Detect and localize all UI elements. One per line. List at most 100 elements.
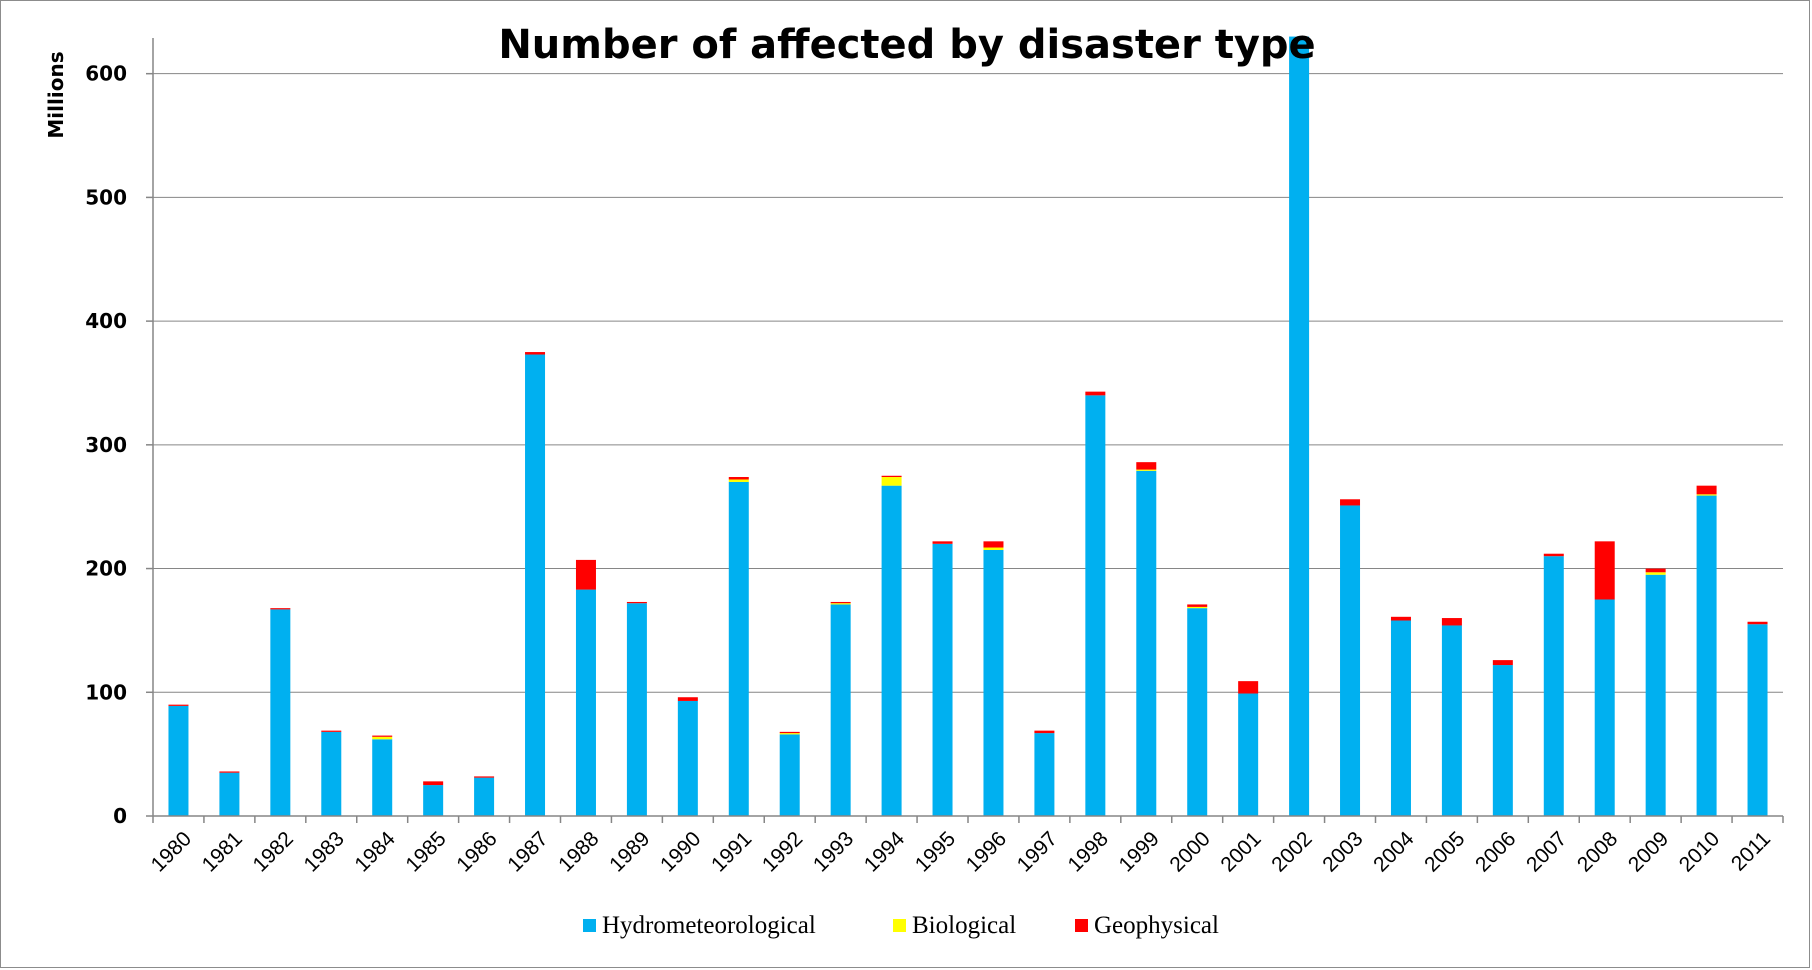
- y-tick-label: 300: [85, 433, 127, 457]
- bar-segment-hydrometeorological-1985: [423, 785, 444, 816]
- x-tick-label: 1994: [860, 827, 910, 877]
- bar-segment-geophysical-2009: [1645, 568, 1666, 573]
- y-tick-label: 500: [85, 185, 127, 209]
- bar-segment-geophysical-2000: [1187, 604, 1208, 607]
- bar-segment-hydrometeorological-1992: [779, 734, 800, 816]
- x-tick-label: 1996: [962, 827, 1011, 876]
- y-tick-label: 600: [85, 62, 127, 86]
- x-tick-label: 2006: [1471, 827, 1520, 876]
- bar-segment-biological-1991: [728, 479, 749, 482]
- bar-segment-hydrometeorological-1993: [830, 604, 851, 816]
- legend-label-geophysical: Geophysical: [1094, 912, 1219, 939]
- x-tick-label: 1991: [707, 827, 756, 876]
- bar-segment-hydrometeorological-1987: [525, 354, 546, 816]
- bar-segment-hydrometeorological-2004: [1390, 620, 1411, 816]
- x-tick-label: 1988: [554, 827, 603, 876]
- bar-segment-geophysical-1992: [779, 731, 800, 734]
- x-tick-label: 2005: [1420, 827, 1469, 876]
- x-tick-labels: 1980 1981 1982 1983 1984 1985 1986 1987 1988 1989…: [147, 816, 1784, 877]
- bar-segment-hydrometeorological-1999: [1136, 470, 1157, 816]
- bar-segment-hydrometeorological-1981: [219, 772, 240, 816]
- bars: [168, 36, 1768, 816]
- x-tick-label: 2011: [1727, 827, 1775, 875]
- bar-segment-geophysical-2003: [1340, 499, 1361, 506]
- bar-segment-hydrometeorological-1991: [728, 481, 749, 816]
- bar-segment-geophysical-2007: [1543, 553, 1564, 557]
- x-tick-label: 1980: [147, 827, 196, 876]
- x-tick-label: 1999: [1115, 827, 1164, 876]
- x-tick-label: 2001: [1216, 827, 1265, 876]
- bar-segment-biological-1996: [983, 547, 1004, 551]
- bar-segment-geophysical-2001: [1238, 681, 1259, 694]
- bar-segment-hydrometeorological-2008: [1594, 599, 1615, 816]
- x-tick-label: 1997: [1013, 827, 1062, 876]
- chart-title: Number of affected by disaster type: [498, 22, 1315, 68]
- legend-swatch-biological: [893, 919, 906, 932]
- bar-segment-hydrometeorological-1997: [1034, 733, 1055, 816]
- y-tick-labels: 0 100 200 300 400 500 600: [85, 62, 153, 828]
- legend-swatch-geophysical: [1075, 919, 1088, 932]
- bar-segment-biological-2009: [1645, 572, 1666, 575]
- bar-segment-biological-1992: [779, 733, 800, 735]
- bar-segment-geophysical-2008: [1594, 541, 1615, 600]
- x-tick-label: 1993: [809, 827, 858, 876]
- bar-segment-geophysical-1995: [932, 541, 953, 544]
- bar-segment-hydrometeorological-2006: [1492, 665, 1513, 816]
- legend-swatch-hydrometeorological: [583, 919, 596, 932]
- x-tick-label: 1992: [758, 827, 807, 876]
- bar-segment-geophysical-1985: [423, 781, 444, 786]
- bar-segment-hydrometeorological-1982: [270, 609, 291, 816]
- x-tick-label: 2007: [1522, 827, 1571, 876]
- bar-segment-hydrometeorological-1995: [932, 543, 953, 816]
- x-tick-label: 1987: [503, 827, 552, 876]
- bar-segment-hydrometeorological-1988: [575, 589, 596, 816]
- x-tick-label: 1985: [401, 827, 450, 876]
- bar-segment-geophysical-1991: [728, 477, 749, 480]
- axes: [152, 38, 1783, 817]
- legend-label-hydrometeorological: Hydrometeorological: [602, 912, 816, 939]
- bar-segment-biological-2010: [1696, 494, 1717, 496]
- x-tick-label: 2003: [1318, 827, 1367, 876]
- x-tick-label: 1989: [605, 827, 654, 876]
- bar-segment-geophysical-1989: [626, 601, 647, 604]
- bar-segment-geophysical-1999: [1136, 462, 1157, 470]
- bar-segment-hydrometeorological-2001: [1238, 693, 1259, 816]
- bar-segment-geophysical-1994: [881, 475, 902, 478]
- bar-segment-geophysical-2006: [1492, 660, 1513, 666]
- bar-segment-hydrometeorological-1980: [168, 705, 189, 816]
- bar-segment-hydrometeorological-2009: [1645, 574, 1666, 816]
- bar-segment-geophysical-1998: [1085, 391, 1106, 396]
- x-tick-label: 1990: [656, 827, 705, 876]
- bar-segment-geophysical-1988: [575, 559, 596, 590]
- bar-segment-hydrometeorological-1983: [321, 731, 342, 816]
- legend: Hydrometeorological Biological Geophysical: [583, 912, 1219, 939]
- bar-segment-biological-2000: [1187, 606, 1208, 609]
- y-tick-label: 100: [85, 680, 127, 704]
- x-tick-label: 2009: [1624, 827, 1673, 876]
- y-tick-label: 200: [85, 557, 127, 581]
- bar-segment-hydrometeorological-1984: [372, 739, 393, 816]
- bar-segment-hydrometeorological-1986: [474, 777, 495, 816]
- bar-segment-hydrometeorological-1996: [983, 550, 1004, 816]
- bar-segment-hydrometeorological-1998: [1085, 395, 1106, 816]
- x-tick-label: 2000: [1165, 827, 1214, 876]
- x-tick-label: 1982: [249, 827, 298, 876]
- bar-segment-geophysical-1983: [321, 730, 342, 732]
- x-tick-label: 2004: [1369, 827, 1419, 877]
- bar-segment-biological-1984: [372, 736, 393, 740]
- bar-segment-geophysical-1984: [372, 735, 393, 737]
- bar-segment-geophysical-1993: [830, 601, 851, 604]
- bar-segment-geophysical-2004: [1390, 616, 1411, 621]
- bar-segment-geophysical-1980: [168, 704, 189, 706]
- gridlines: [153, 73, 1783, 693]
- bar-segment-biological-1999: [1136, 469, 1157, 471]
- bar-segment-hydrometeorological-2002: [1289, 36, 1310, 816]
- bar-segment-geophysical-1996: [983, 541, 1004, 548]
- y-axis-label: Millions: [44, 51, 68, 138]
- y-tick-label: 0: [113, 804, 127, 828]
- bar-segment-hydrometeorological-2005: [1441, 625, 1462, 816]
- bar-segment-geophysical-2005: [1441, 618, 1462, 626]
- x-tick-label: 1981: [198, 827, 247, 876]
